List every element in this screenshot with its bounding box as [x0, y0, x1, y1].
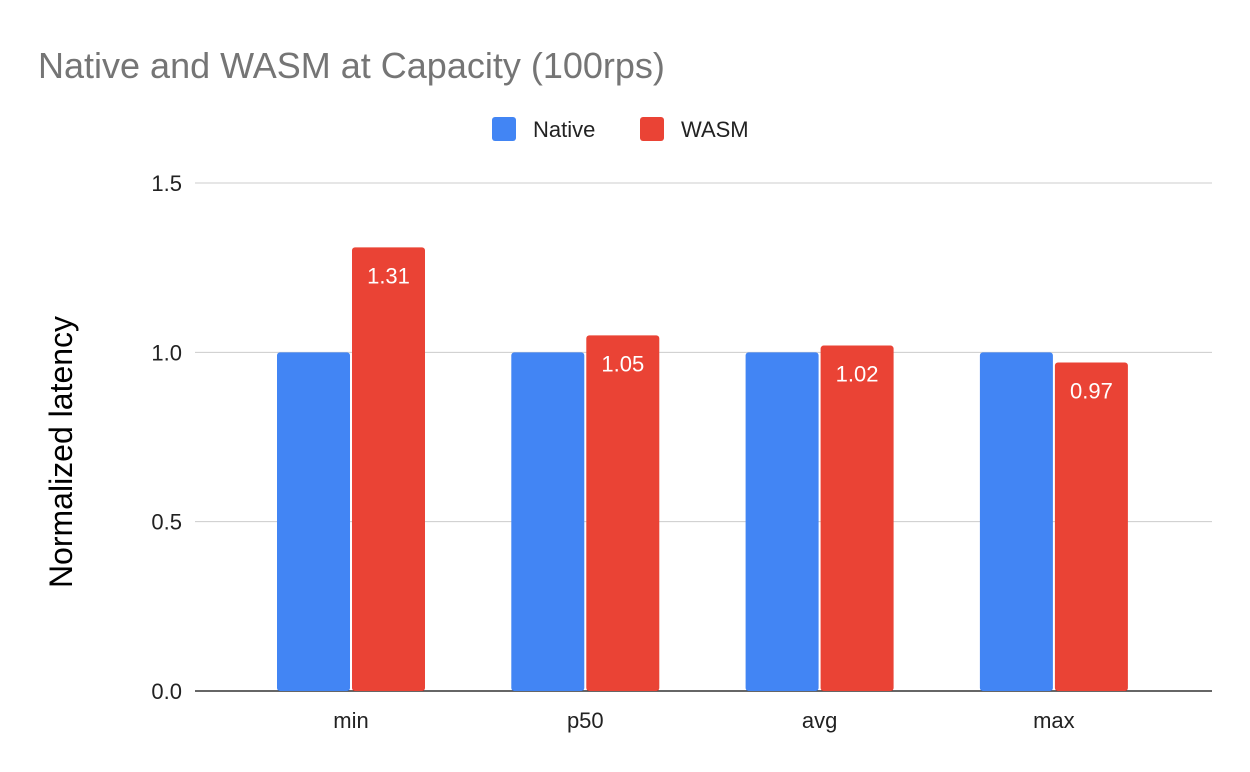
- x-tick-label: min: [333, 708, 368, 733]
- x-tick-label: max: [1033, 708, 1075, 733]
- bar-wasm-min: [352, 247, 425, 691]
- x-tick-label: avg: [802, 708, 837, 733]
- data-label: 1.05: [601, 351, 644, 376]
- bar-native-avg: [745, 352, 819, 691]
- bar-native-min: [277, 352, 350, 691]
- y-tick-label: 0.5: [151, 510, 182, 535]
- x-tick-label: p50: [567, 708, 604, 733]
- y-tick-label: 1.5: [151, 171, 182, 196]
- legend-label: Native: [533, 117, 595, 142]
- y-tick-label: 1.0: [151, 340, 182, 365]
- data-label: 0.97: [1070, 378, 1113, 403]
- y-axis-label: Normalized latency: [43, 316, 79, 588]
- legend-swatch-wasm: [640, 117, 664, 141]
- chart-title: Native and WASM at Capacity (100rps): [38, 45, 665, 86]
- bar-native-p50: [511, 352, 585, 691]
- bar-wasm-avg: [820, 345, 894, 691]
- bar-native-max: [979, 352, 1053, 691]
- legend-swatch-native: [492, 117, 516, 141]
- data-label: 1.31: [367, 263, 410, 288]
- bar-wasm-p50: [586, 335, 660, 691]
- data-label: 1.02: [836, 362, 879, 387]
- bar-wasm-max: [1054, 362, 1128, 691]
- legend-label: WASM: [681, 117, 749, 142]
- y-tick-label: 0.0: [151, 679, 182, 704]
